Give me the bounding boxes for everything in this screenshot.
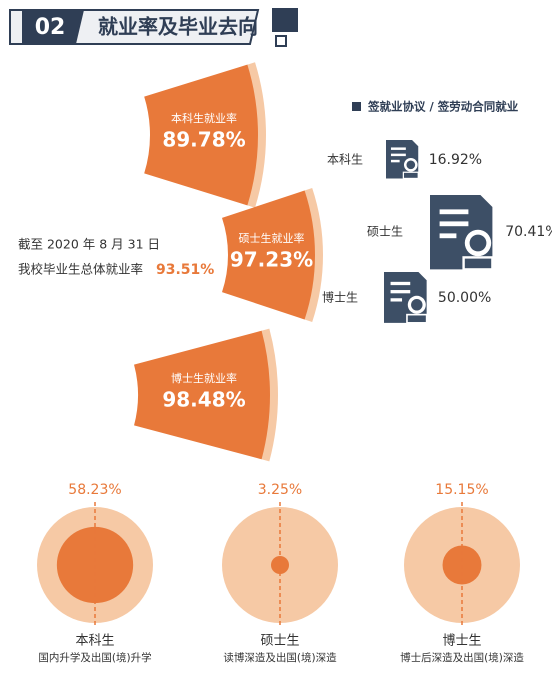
further-label: 本科生 <box>75 634 114 649</box>
contract-label: 本科生 <box>327 153 363 167</box>
fan-value: 89.78% <box>162 128 245 152</box>
icon-stamp <box>469 234 487 252</box>
further-value: 15.15% <box>435 482 488 498</box>
contract-icon <box>430 195 494 271</box>
contract-value: 70.41% <box>505 224 552 240</box>
fan-label: 博士生就业率 <box>171 371 237 385</box>
icon-line <box>390 159 400 163</box>
header-icon <box>272 8 298 32</box>
contract-icon <box>386 140 419 180</box>
fan-label: 本科生就业率 <box>171 111 237 125</box>
fan <box>134 330 270 460</box>
icon-line <box>390 153 406 157</box>
fan-value: 98.48% <box>162 388 245 412</box>
fan <box>144 64 259 206</box>
further-label: 博士生 <box>442 634 481 649</box>
icon-line <box>439 233 457 239</box>
icon-stamp <box>411 299 423 311</box>
legend-text: 签就业协议 / 签劳动合同就业 <box>367 100 519 114</box>
header-number-box <box>22 10 84 44</box>
legend-swatch <box>352 102 361 111</box>
overall-label: 我校毕业生总体就业率 <box>18 262 143 277</box>
icon-line <box>390 298 403 302</box>
further-caption: 读博深造及出国(境)深造 <box>223 651 337 664</box>
contract-label: 硕士生 <box>367 225 403 239</box>
fan <box>222 190 315 320</box>
fan-value: 97.23% <box>230 248 313 272</box>
icon-line <box>439 221 469 227</box>
further-caption: 博士后深造及出国(境)深造 <box>400 651 524 664</box>
icon-stamp <box>406 160 416 170</box>
header-title: 就业率及毕业去向 <box>98 15 258 39</box>
overall-date: 截至 2020 年 8 月 31 日 <box>18 237 160 252</box>
icon-line <box>390 281 411 286</box>
icon-stamp-base <box>406 313 428 324</box>
fan-label: 硕士生就业率 <box>239 231 305 245</box>
contract-label: 博士生 <box>322 290 358 305</box>
icon-line <box>390 290 411 294</box>
overall-rate: 93.51% <box>156 262 214 278</box>
contract-value: 50.00% <box>438 290 491 306</box>
contract-value: 16.92% <box>429 152 482 168</box>
contract-icon <box>384 272 428 324</box>
icon-stamp-base <box>402 171 419 180</box>
further-value: 3.25% <box>258 482 302 498</box>
header-icon <box>275 35 287 47</box>
icon-stamp-base <box>462 256 494 271</box>
icon-line <box>439 209 469 215</box>
header-number: 02 <box>35 15 66 40</box>
icon-line <box>390 147 406 150</box>
further-caption: 国内升学及出国(境)升学 <box>38 651 151 664</box>
further-label: 硕士生 <box>260 634 299 649</box>
further-value: 58.23% <box>68 482 121 498</box>
